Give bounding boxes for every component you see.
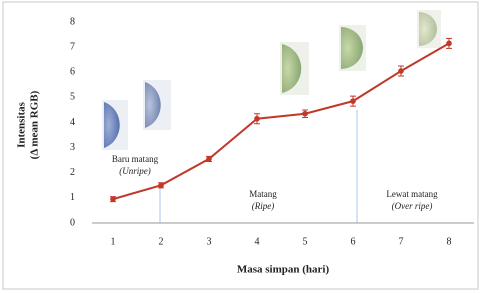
y-label: (Δ mean RGB) <box>29 90 41 159</box>
annotation: (Ripe) <box>252 201 275 211</box>
annotation: (Over ripe) <box>392 201 433 211</box>
data-point <box>446 41 452 47</box>
y-tick-label: 1 <box>70 192 75 203</box>
y-tick-label: 6 <box>70 67 75 78</box>
x-tick-label: 6 <box>351 236 356 247</box>
x-axis-title: Masa simpan (hari) <box>237 264 330 276</box>
data-point <box>302 111 308 117</box>
y-tick-label: 4 <box>70 117 75 128</box>
data-point <box>158 183 164 189</box>
data-point <box>206 156 212 162</box>
x-tick-label: 1 <box>111 236 116 247</box>
data-point <box>254 116 260 122</box>
x-tick-label: 5 <box>303 236 308 247</box>
y-tick-label: 7 <box>70 41 75 52</box>
annotation: Baru matang <box>112 154 159 164</box>
y-tick-label: 0 <box>70 217 75 228</box>
chart: Intensitas (Δ mean RGB) Masa simpan (har… <box>0 0 482 293</box>
annotation: (Unripe) <box>119 166 151 176</box>
x-tick-label: 4 <box>255 236 260 247</box>
annotation: Matang <box>249 189 277 199</box>
data-point <box>350 98 356 104</box>
annotation: Lewat matang <box>386 189 438 199</box>
x-tick-label: 7 <box>399 236 404 247</box>
page: {"chart_data": {"type": "line", "y_label… <box>0 0 482 293</box>
y-tick-label: 5 <box>70 92 75 103</box>
data-point <box>110 196 116 202</box>
data-point <box>398 68 404 74</box>
x-tick-label: 2 <box>159 236 164 247</box>
y-label: Intensitas <box>16 101 28 148</box>
y-tick-label: 2 <box>70 167 75 178</box>
y-tick-label: 8 <box>70 16 75 27</box>
x-tick-label: 3 <box>207 236 212 247</box>
x-tick-label: 8 <box>447 236 452 247</box>
y-tick-label: 3 <box>70 142 75 153</box>
